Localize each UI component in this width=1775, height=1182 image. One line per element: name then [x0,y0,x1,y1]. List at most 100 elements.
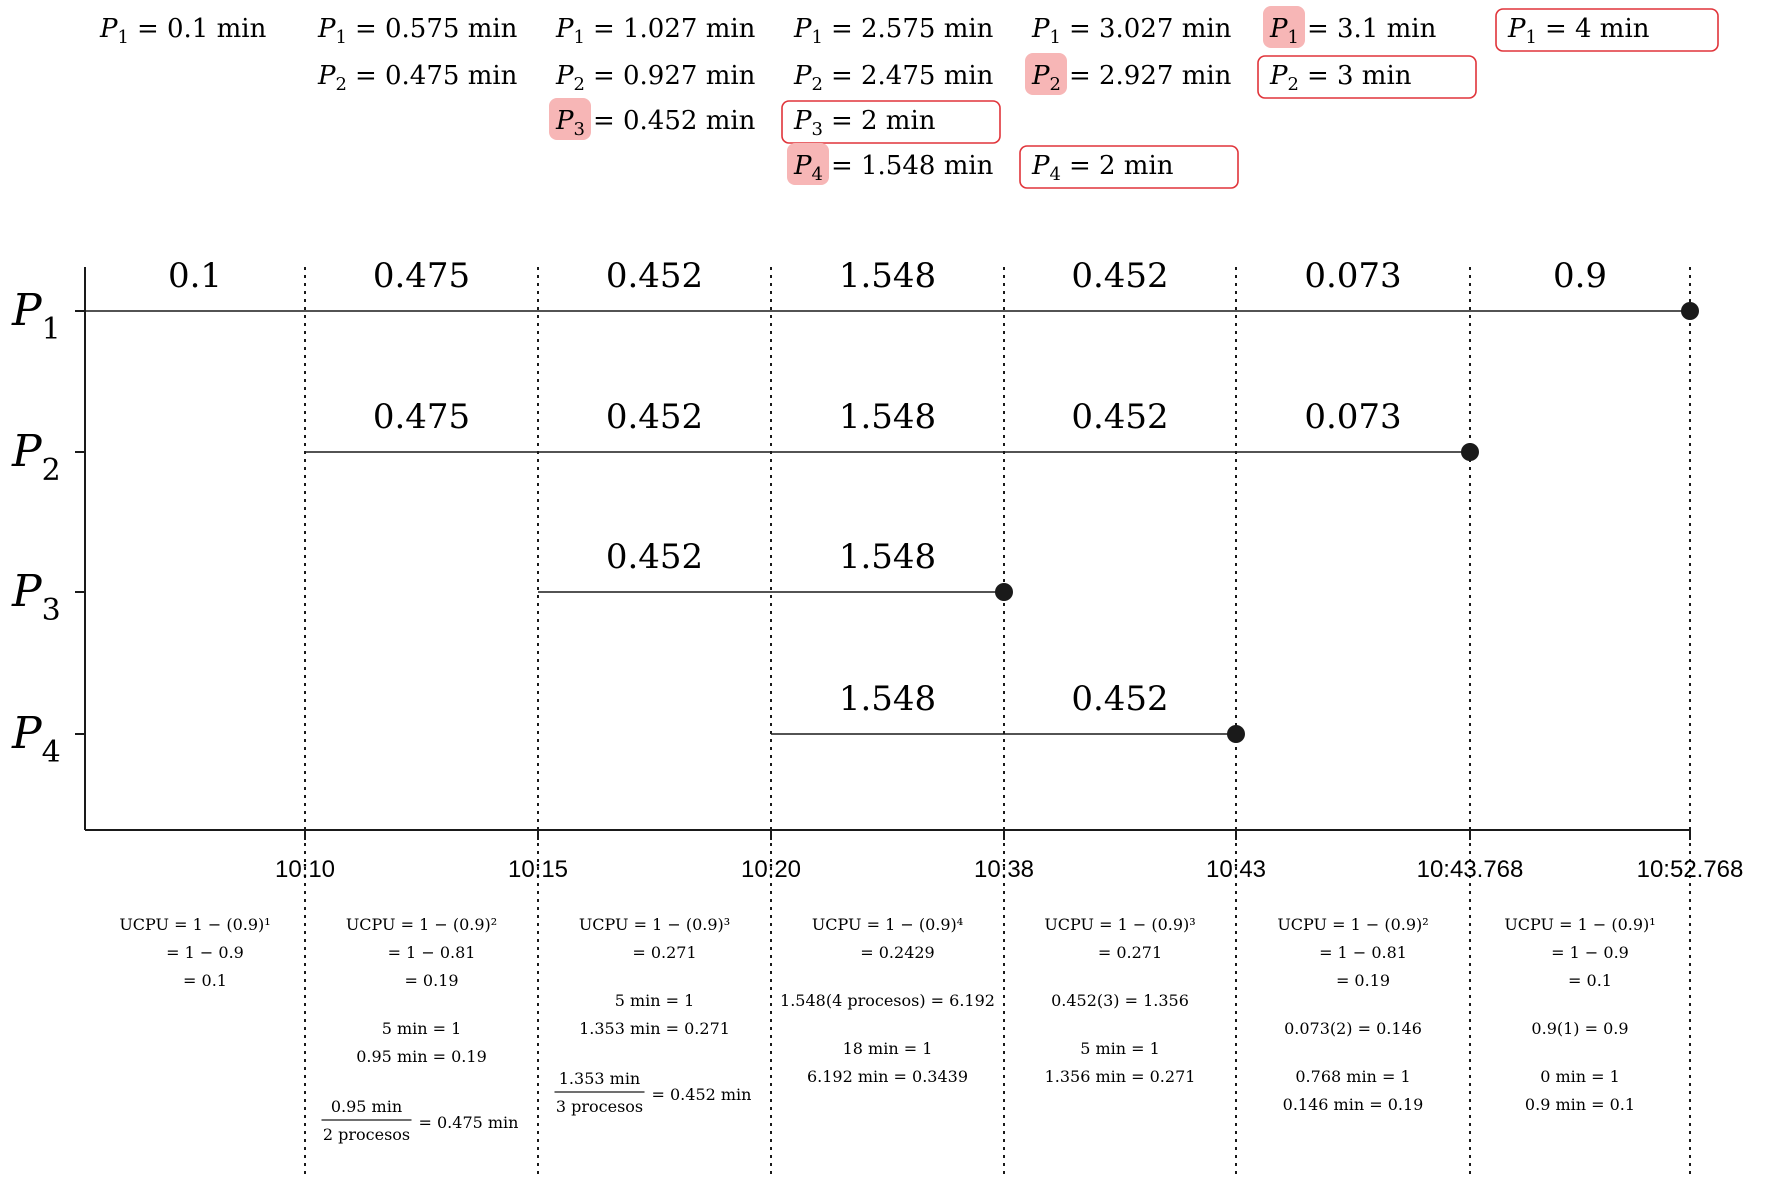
time-entry: P2 = 2.475 min [793,61,994,95]
time-value: = 2.575 min [831,14,994,44]
process-subscript: 2 [574,74,585,95]
segment-duration: 0.1 [168,256,222,296]
time-expression: P4 = 2 min [1031,151,1174,185]
highlight-marker [787,143,829,185]
segment-duration: 0.452 [606,256,703,296]
time-entry: P1 = 3.027 min [1031,14,1232,48]
time-expression: P4 = 1.548 min [793,151,994,185]
process-subscript: 1 [1526,27,1537,48]
time-entry: P1 = 0.575 min [317,14,518,48]
calc-line: 0.768 min = 1 [1295,1067,1410,1086]
segment-duration: 1.548 [839,679,936,719]
time-entry: P4 = 1.548 min [787,143,994,185]
calc-line: 6.192 min = 0.3439 [807,1067,968,1086]
process-label: P3 [11,566,61,628]
time-expression: P1 = 3.027 min [1031,14,1232,48]
ucpu-formula: UCPU = 1 − (0.9)¹ [1504,915,1655,934]
completion-dot [995,583,1013,601]
time-entry: P2 = 2.927 min [1025,53,1232,95]
ucpu-step: = 0.271 [1098,943,1162,962]
segment-duration: 0.452 [1071,679,1168,719]
process-symbol: P [793,151,812,181]
process-subscript: 2 [1050,74,1061,95]
calc-line: 18 min = 1 [843,1039,933,1058]
time-expression: P2 = 2.927 min [1031,61,1232,95]
segment-duration: 0.452 [606,397,703,437]
process-symbol: P [1507,14,1526,44]
ucpu-step: = 0.271 [632,943,696,962]
cpu-calculation: UCPU = 1 − (0.9)² = 1 − 0.81 = 0.19 5 min =… [321,915,518,1144]
process-label: P2 [11,426,61,488]
segment-duration: 0.452 [1071,256,1168,296]
tick-label: 10:52.768 [1637,856,1744,883]
calc-line: 0.95 min = 0.19 [356,1047,487,1066]
time-value: = 1.548 min [831,151,994,181]
highlight-marker [1025,53,1067,95]
time-value: = 4 min [1545,14,1650,44]
process-subscript: 1 [574,27,585,48]
result-box [1257,55,1477,99]
process-symbol: P [11,708,43,759]
time-expression: P2 = 0.927 min [555,61,756,95]
time-expression: P1 = 2.575 min [793,14,994,48]
process-subscript: 2 [336,74,347,95]
process-symbol: P [99,14,118,44]
time-value: = 0.452 min [593,106,756,136]
process-subscript: 1 [1288,27,1299,48]
segment-duration: 0.9 [1553,256,1607,296]
ucpu-formula: UCPU = 1 − (0.9)³ [1044,915,1195,934]
completion-dot [1227,725,1245,743]
cpu-calculation: UCPU = 1 − (0.9)³ = 0.271 5 min = 1 1.353 m… [554,915,752,1116]
process-label: P1 [11,285,61,347]
calc-line: 0 min = 1 [1540,1067,1620,1086]
fraction-numerator: 0.95 min [331,1097,402,1116]
ucpu-step: = 1 − 0.9 [166,943,244,962]
time-value: = 1.027 min [593,14,756,44]
tick-label: 10:43.768 [1417,856,1524,883]
calc-line: 1.356 min = 0.271 [1045,1067,1196,1086]
cpu-calculation: UCPU = 1 − (0.9)³ = 0.271 0.452(3) = 1.356… [1044,915,1195,1086]
time-entry: P1 = 1.027 min [555,14,756,48]
time-expression: P2 = 2.475 min [793,61,994,95]
fraction-result: = 0.452 min [652,1085,752,1104]
highlight-marker [1263,6,1305,48]
calc-line: 5 min = 1 [1080,1039,1160,1058]
time-value: = 3.027 min [1069,14,1232,44]
process-lane: P2 0.475 0.452 1.548 0.452 0.073 [11,397,1479,488]
segment-duration: 1.548 [839,256,936,296]
time-expression: P2 = 0.475 min [317,61,518,95]
process-symbol: P [11,285,43,336]
calc-line: 0.073(2) = 0.146 [1284,1019,1422,1038]
tick-label: 10:15 [508,856,568,883]
time-value: = 2.475 min [831,61,994,91]
time-expression: P3 = 2 min [793,106,936,140]
calc-line: 0.146 min = 0.19 [1283,1095,1424,1114]
time-value: = 2 min [1069,151,1174,181]
process-symbol: P [1269,14,1288,44]
time-entry: P1 = 2.575 min [793,14,994,48]
time-entry: P1 = 0.1 min [99,14,267,48]
segment-duration: 0.475 [373,397,470,437]
result-box [1019,145,1239,189]
ucpu-formula: UCPU = 1 − (0.9)⁴ [812,915,963,934]
completion-dot [1681,302,1699,320]
time-entry: P2 = 0.927 min [555,61,756,95]
process-symbol: P [555,14,574,44]
time-entry: P1 = 3.1 min [1263,6,1437,48]
process-symbol: P [555,61,574,91]
ucpu-step: = 0.19 [404,971,458,990]
process-lane: P3 0.452 1.548 [11,537,1013,628]
tick-label: 10:10 [275,856,335,883]
process-symbol: P [317,14,336,44]
time-value: = 2 min [831,106,936,136]
segment-duration: 0.073 [1304,256,1401,296]
ucpu-step: = 0.1 [1568,971,1612,990]
calc-line: 0.452(3) = 1.356 [1051,991,1189,1010]
fraction-denominator: 3 procesos [556,1097,643,1116]
time-value: = 0.1 min [137,14,267,44]
ucpu-step: = 0.2429 [860,943,934,962]
time-value: = 3.1 min [1307,14,1437,44]
segment-duration: 0.073 [1304,397,1401,437]
process-subscript: 4 [812,164,823,185]
